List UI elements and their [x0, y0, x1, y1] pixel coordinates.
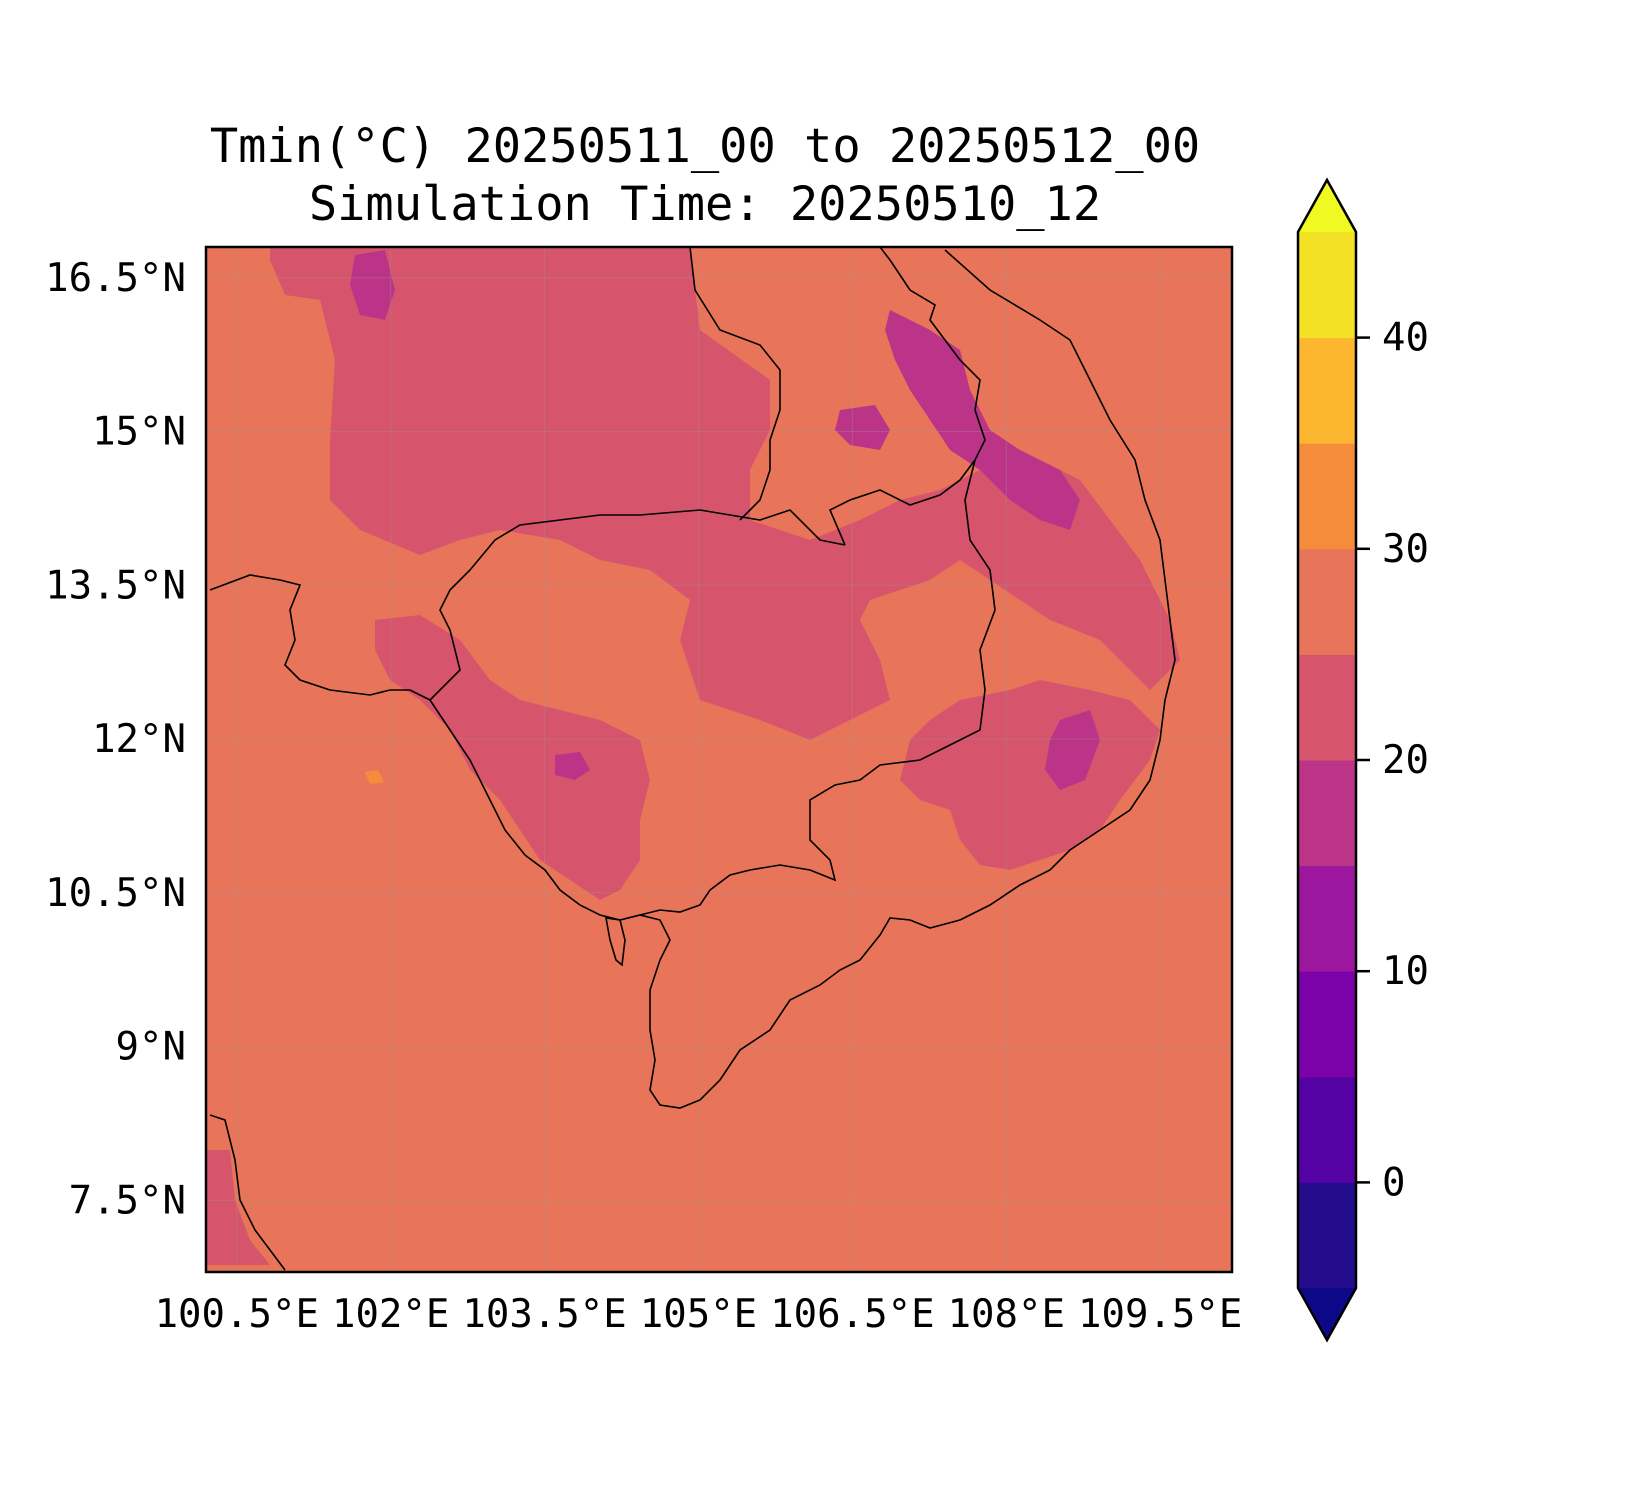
tmin-region-cool-laos	[835, 405, 890, 450]
colorbar-segment	[1298, 654, 1356, 761]
tmin-region-cool-highland	[1045, 710, 1100, 790]
longitude-labels: 100.5°E 102°E 103.5°E 105°E 106.5°E 108°E 109.…	[155, 1292, 1243, 1337]
lat-tick-label: 12°N	[92, 717, 186, 762]
thailand-east-coast	[209, 574, 431, 701]
colorbar-tick-label: 40	[1382, 316, 1429, 361]
colorbar-segment	[1298, 865, 1356, 972]
map-area	[206, 247, 1232, 1272]
tmin-region-cool-north-west	[350, 250, 395, 320]
laos-cambodia-border	[828, 247, 986, 546]
colorbar-outline	[1296, 177, 1358, 1343]
lon-tick-label: 105°E	[640, 1292, 757, 1337]
malay-peninsula-coast	[209, 1114, 286, 1271]
lon-tick-label: 108°E	[948, 1292, 1065, 1337]
colorbar-segment	[1298, 760, 1356, 867]
phu-quoc-island	[605, 917, 626, 967]
colorbar: 0 10 20 30 40	[1296, 177, 1429, 1343]
colorbar-tick-label: 20	[1382, 738, 1429, 783]
tmin-region-warm-patch	[365, 770, 384, 784]
colorbar-segment	[1298, 971, 1356, 1078]
cambodia-coast-gulf	[429, 699, 581, 906]
lon-tick-label: 103.5°E	[462, 1292, 626, 1337]
thailand-cambodia-border	[429, 509, 846, 701]
lat-tick-label: 10.5°N	[45, 871, 186, 916]
colorbar-tick-label: 10	[1382, 949, 1429, 994]
map-frame	[204, 245, 1234, 1274]
thailand-laos-border	[689, 247, 781, 521]
colorbar-segment	[1298, 548, 1356, 655]
colorbar-segment	[1298, 337, 1356, 444]
vietnam-cambodia-border	[639, 459, 996, 916]
lat-tick-label: 7.5°N	[69, 1178, 186, 1223]
tmin-region-north-thailand-laos	[270, 247, 1180, 740]
colorbar-tick-label: 0	[1382, 1160, 1405, 1205]
tmin-region-south-corner	[206, 1150, 270, 1265]
vietnam-coastline	[579, 249, 1176, 1109]
tmin-region-cambodia-center	[745, 580, 810, 710]
tmin-region-cool-north	[885, 310, 1080, 530]
tmin-region-cool-cardamom	[555, 752, 590, 780]
latitude-labels: 16.5°N 15°N 13.5°N 12°N 10.5°N 9°N 7.5°N	[45, 256, 186, 1224]
lat-tick-label: 9°N	[116, 1025, 186, 1070]
lon-tick-label: 109.5°E	[1078, 1292, 1242, 1337]
colorbar-segment	[1298, 443, 1356, 550]
lat-tick-label: 13.5°N	[45, 563, 186, 608]
figure-title-line1: Tmin(°C) 20250511_00 to 20250512_00	[210, 119, 1200, 174]
gridlines	[206, 247, 1232, 1272]
coastlines-and-borders	[209, 247, 1176, 1271]
lat-tick-label: 15°N	[92, 410, 186, 455]
colorbar-under-arrow	[1298, 1288, 1356, 1340]
colorbar-over-arrow	[1298, 180, 1356, 232]
lat-tick-label: 16.5°N	[45, 256, 186, 301]
colorbar-segment	[1298, 1182, 1356, 1289]
figure-title-line2: Simulation Time: 20250510_12	[309, 177, 1101, 232]
colorbar-segment	[1298, 1076, 1356, 1183]
colorbar-tick-label: 30	[1382, 527, 1429, 572]
lon-tick-label: 102°E	[332, 1292, 449, 1337]
lon-tick-label: 106.5°E	[770, 1292, 934, 1337]
lon-tick-label: 100.5°E	[155, 1292, 319, 1337]
colorbar-segment	[1298, 232, 1356, 339]
